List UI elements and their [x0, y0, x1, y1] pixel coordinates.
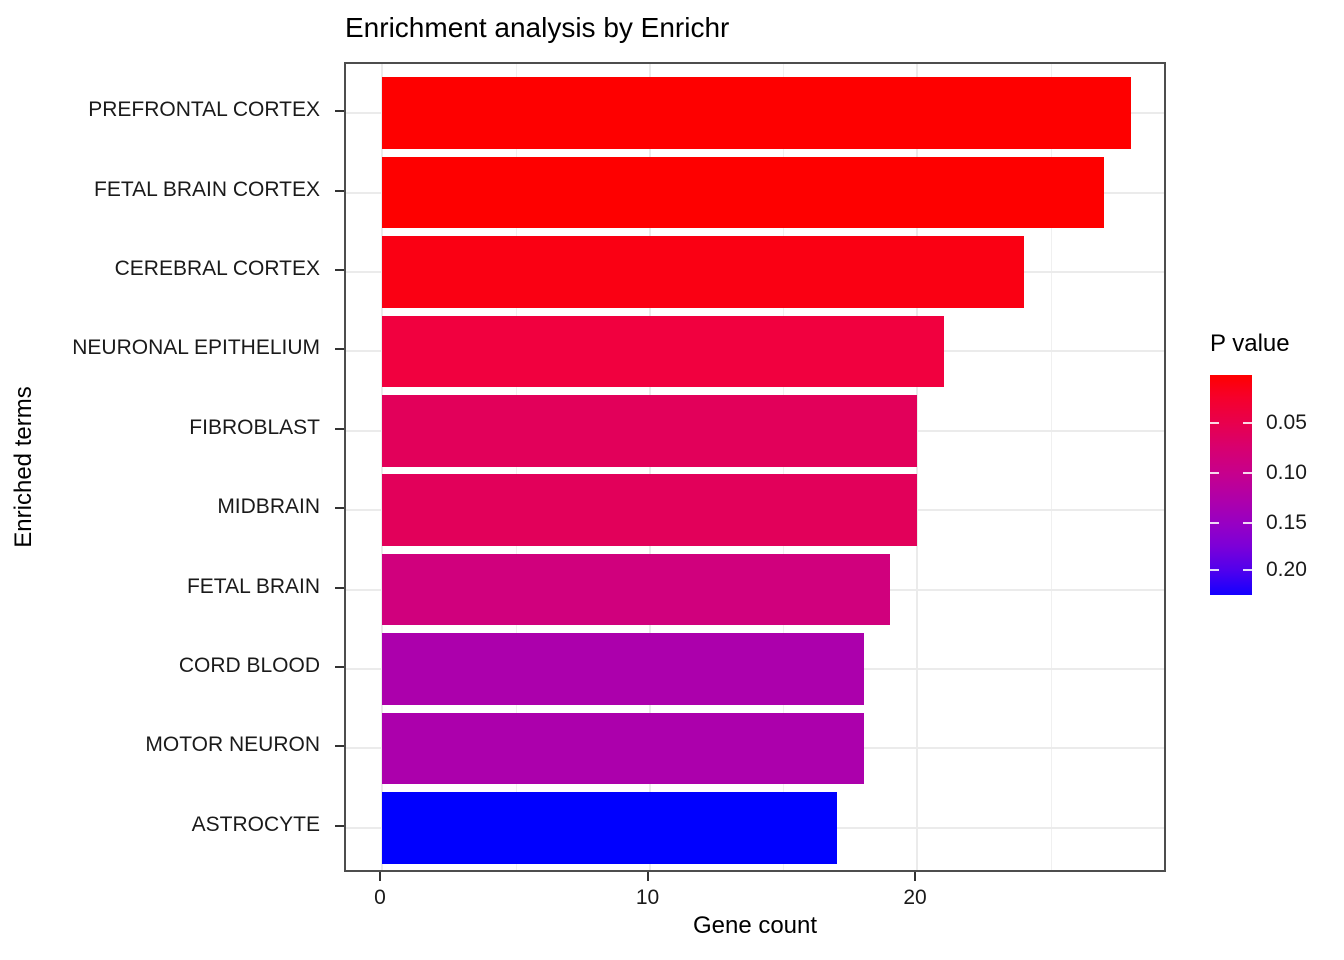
colorbar-label-0.15: 0.15 — [1266, 511, 1307, 535]
colorbar-label-0.20: 0.20 — [1266, 557, 1307, 581]
y-axis-tick-labels: PREFRONTAL CORTEX FETAL BRAIN CORTEX CEREB… — [0, 62, 336, 872]
p-value-colorbar — [1210, 375, 1252, 595]
colorbar-tick-right-0.20 — [1243, 568, 1252, 571]
bar-motor-neuron — [382, 712, 864, 785]
y-tick-label-neuronal-epithelium: NEURONAL EPITHELIUM — [72, 336, 320, 360]
y-tick-label-fibroblast: FIBROBLAST — [189, 415, 320, 439]
y-tick-mark-motor-neuron — [335, 745, 344, 748]
y-tick-mark-fetal-brain — [335, 586, 344, 589]
colorbar-label-0.10: 0.10 — [1266, 460, 1307, 484]
y-tick-label-prefrontal-cortex: PREFRONTAL CORTEX — [88, 98, 320, 122]
bar-midbrain — [382, 474, 917, 546]
colorbar-tick-right-0.10 — [1243, 471, 1252, 474]
colorbar-label-0.05: 0.05 — [1266, 410, 1307, 434]
gridline-major-x10 — [648, 64, 651, 870]
bar-cerebral-cortex — [382, 236, 1024, 308]
bar-prefrontal-cortex — [382, 77, 1131, 149]
y-tick-mark-fetal-brain-cortex — [335, 189, 344, 192]
y-axis-title: Enriched terms — [10, 386, 37, 548]
p-value-legend: P value 0.05 0.10 0.15 0.20 — [1206, 330, 1344, 620]
colorbar-tick-left-0.05 — [1210, 421, 1219, 424]
bar-cord-blood — [382, 633, 864, 705]
y-tick-mark-neuronal-epithelium — [335, 348, 344, 351]
bar-astrocyte — [382, 792, 837, 864]
x-tick-label-10: 10 — [635, 886, 660, 909]
y-tick-label-cord-blood: CORD BLOOD — [178, 654, 320, 677]
colorbar-tick-left-0.15 — [1210, 522, 1219, 525]
x-tick-mark-20 — [914, 872, 916, 881]
y-tick-label-cerebral-cortex: CEREBRAL CORTEX — [114, 257, 320, 280]
x-axis-title: Gene count — [692, 912, 818, 939]
gridline-minor-x25 — [1050, 64, 1052, 870]
x-tick-label-20: 20 — [903, 886, 927, 909]
y-tick-mark-fibroblast — [335, 427, 344, 430]
legend-title: P value — [1210, 330, 1290, 357]
bar-fetal-brain-cortex — [382, 156, 1105, 229]
y-tick-mark-astrocyte — [335, 824, 344, 827]
bar-neuronal-epithelium — [382, 315, 944, 388]
chart-title: Enrichment analysis by Enrichr — [345, 12, 730, 43]
y-tick-label-astrocyte: ASTROCYTE — [191, 812, 320, 836]
y-tick-mark-cord-blood — [335, 666, 344, 668]
plot-panel — [344, 62, 1166, 872]
colorbar-tick-right-0.15 — [1243, 522, 1252, 525]
y-tick-mark-prefrontal-cortex — [335, 110, 344, 113]
gridline-major-x0 — [381, 64, 383, 870]
bar-fetal-brain — [382, 553, 891, 626]
y-tick-mark-cerebral-cortex — [335, 269, 344, 271]
gridline-minor-x5 — [515, 64, 517, 870]
gridline-major-x20 — [916, 64, 918, 870]
x-tick-mark-0 — [379, 872, 381, 881]
x-tick-label-0: 0 — [374, 886, 386, 909]
x-tick-mark-10 — [646, 872, 649, 881]
y-tick-label-fetal-brain: FETAL BRAIN — [186, 574, 320, 598]
y-tick-label-fetal-brain-cortex: FETAL BRAIN CORTEX — [94, 177, 320, 201]
y-tick-label-midbrain: MIDBRAIN — [217, 495, 320, 519]
bar-fibroblast — [382, 395, 917, 467]
colorbar-tick-left-0.10 — [1210, 471, 1219, 474]
colorbar-tick-right-0.05 — [1243, 421, 1252, 424]
colorbar-tick-left-0.20 — [1210, 568, 1219, 571]
gridline-minor-x15 — [783, 64, 785, 870]
y-tick-mark-midbrain — [335, 507, 344, 510]
y-tick-label-motor-neuron: MOTOR NEURON — [145, 733, 320, 757]
